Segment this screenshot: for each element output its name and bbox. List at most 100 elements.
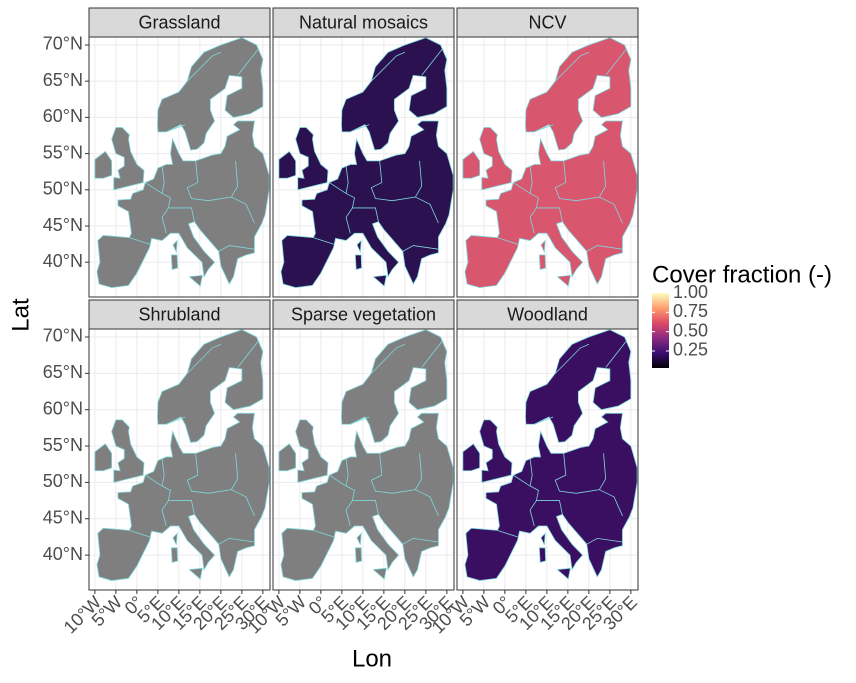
country-border: [497, 237, 518, 245]
land-area: [188, 567, 203, 580]
strip-title: Woodland: [507, 304, 588, 324]
country-border: [536, 500, 563, 515]
country-border: [576, 453, 607, 494]
land-area: [540, 239, 546, 254]
country-border: [186, 453, 209, 494]
land: [278, 37, 454, 288]
country-border: [237, 48, 259, 76]
country-border: [345, 165, 349, 194]
land-area: [172, 239, 178, 254]
country-border: [497, 530, 518, 538]
country-border: [313, 237, 334, 245]
country-border: [415, 489, 439, 517]
country-border: [145, 474, 171, 527]
country-border: [586, 537, 623, 545]
strip-title: Sparse vegetation: [291, 304, 436, 324]
map-panel: NCV: [456, 7, 639, 298]
country-border: [605, 340, 627, 368]
land-area: [464, 412, 638, 581]
country-border: [345, 458, 349, 487]
land-area: [170, 547, 179, 563]
land-area: [278, 443, 297, 472]
country-border: [554, 343, 590, 374]
land-area: [341, 329, 448, 443]
land: [94, 329, 270, 581]
y-tick-label: 55°N: [43, 435, 83, 455]
y-tick-label: 45°N: [43, 508, 83, 528]
y-axis-title: Lat: [7, 298, 34, 332]
country-border: [129, 530, 150, 538]
country-border: [231, 196, 255, 224]
strip-title: Natural mosaics: [299, 12, 428, 32]
country-border: [329, 182, 355, 234]
land-area: [96, 412, 270, 581]
land-area: [525, 37, 632, 151]
y-tick-label: 40°N: [43, 544, 83, 564]
y-tick-label: 45°N: [43, 215, 83, 235]
country-border: [599, 489, 623, 517]
country-border: [186, 51, 222, 82]
country-border: [218, 537, 255, 545]
country-border: [208, 160, 239, 202]
country-border: [392, 453, 423, 494]
land-area: [462, 150, 481, 179]
country-border: [313, 530, 334, 538]
country-border: [529, 165, 533, 194]
country-border: [534, 124, 554, 133]
country-border: [370, 51, 406, 82]
land-area: [479, 127, 513, 191]
country-border: [402, 245, 439, 252]
country-border: [186, 160, 209, 202]
land-area: [354, 547, 363, 563]
land-area: [295, 419, 329, 483]
colorbar: [652, 293, 669, 368]
country-border: [370, 453, 393, 494]
country-border: [129, 237, 150, 245]
country-border: [513, 474, 539, 527]
land: [462, 329, 638, 581]
map-panel: Grassland 40°N 45°N 50°N 55°N 60°N 65°N 70°N: [43, 7, 271, 298]
y-tick-label: 40°N: [43, 251, 83, 271]
country-border: [231, 489, 255, 517]
y-tick-label: 50°N: [43, 179, 83, 199]
land-area: [540, 532, 546, 546]
country-border: [554, 51, 590, 82]
strip: [272, 299, 455, 330]
country-border: [370, 160, 393, 202]
land: [278, 329, 454, 581]
country-border: [352, 500, 379, 515]
strip: [456, 299, 639, 330]
country-border: [605, 48, 627, 76]
y-tick-label: 70°N: [43, 326, 83, 346]
map-panel: Sparse vegetation10°W5°W0°5°E10°E15°E20°…: [244, 299, 457, 637]
country-border: [534, 416, 554, 425]
land-area: [372, 274, 387, 287]
y-tick-label: 65°N: [43, 362, 83, 382]
land-area: [96, 120, 270, 288]
land-area: [462, 443, 481, 472]
y-tick-label: 50°N: [43, 471, 83, 491]
land-area: [356, 239, 362, 254]
country-border: [392, 160, 423, 202]
land-area: [538, 547, 547, 563]
land-area: [280, 120, 454, 288]
y-tick-label: 65°N: [43, 70, 83, 90]
land-area: [280, 412, 454, 581]
land: [462, 37, 638, 288]
land-area: [556, 274, 571, 287]
strip: [272, 7, 455, 38]
land-area: [295, 127, 329, 191]
country-border: [402, 537, 439, 545]
land-area: [372, 567, 387, 580]
land-area: [111, 127, 145, 191]
country-border: [161, 165, 165, 194]
land-area: [538, 254, 547, 270]
country-border: [576, 160, 607, 202]
land-area: [172, 532, 178, 546]
land-area: [188, 274, 203, 287]
country-border: [421, 48, 443, 76]
country-border: [350, 416, 370, 425]
land-area: [341, 37, 448, 151]
land-area: [525, 329, 632, 443]
